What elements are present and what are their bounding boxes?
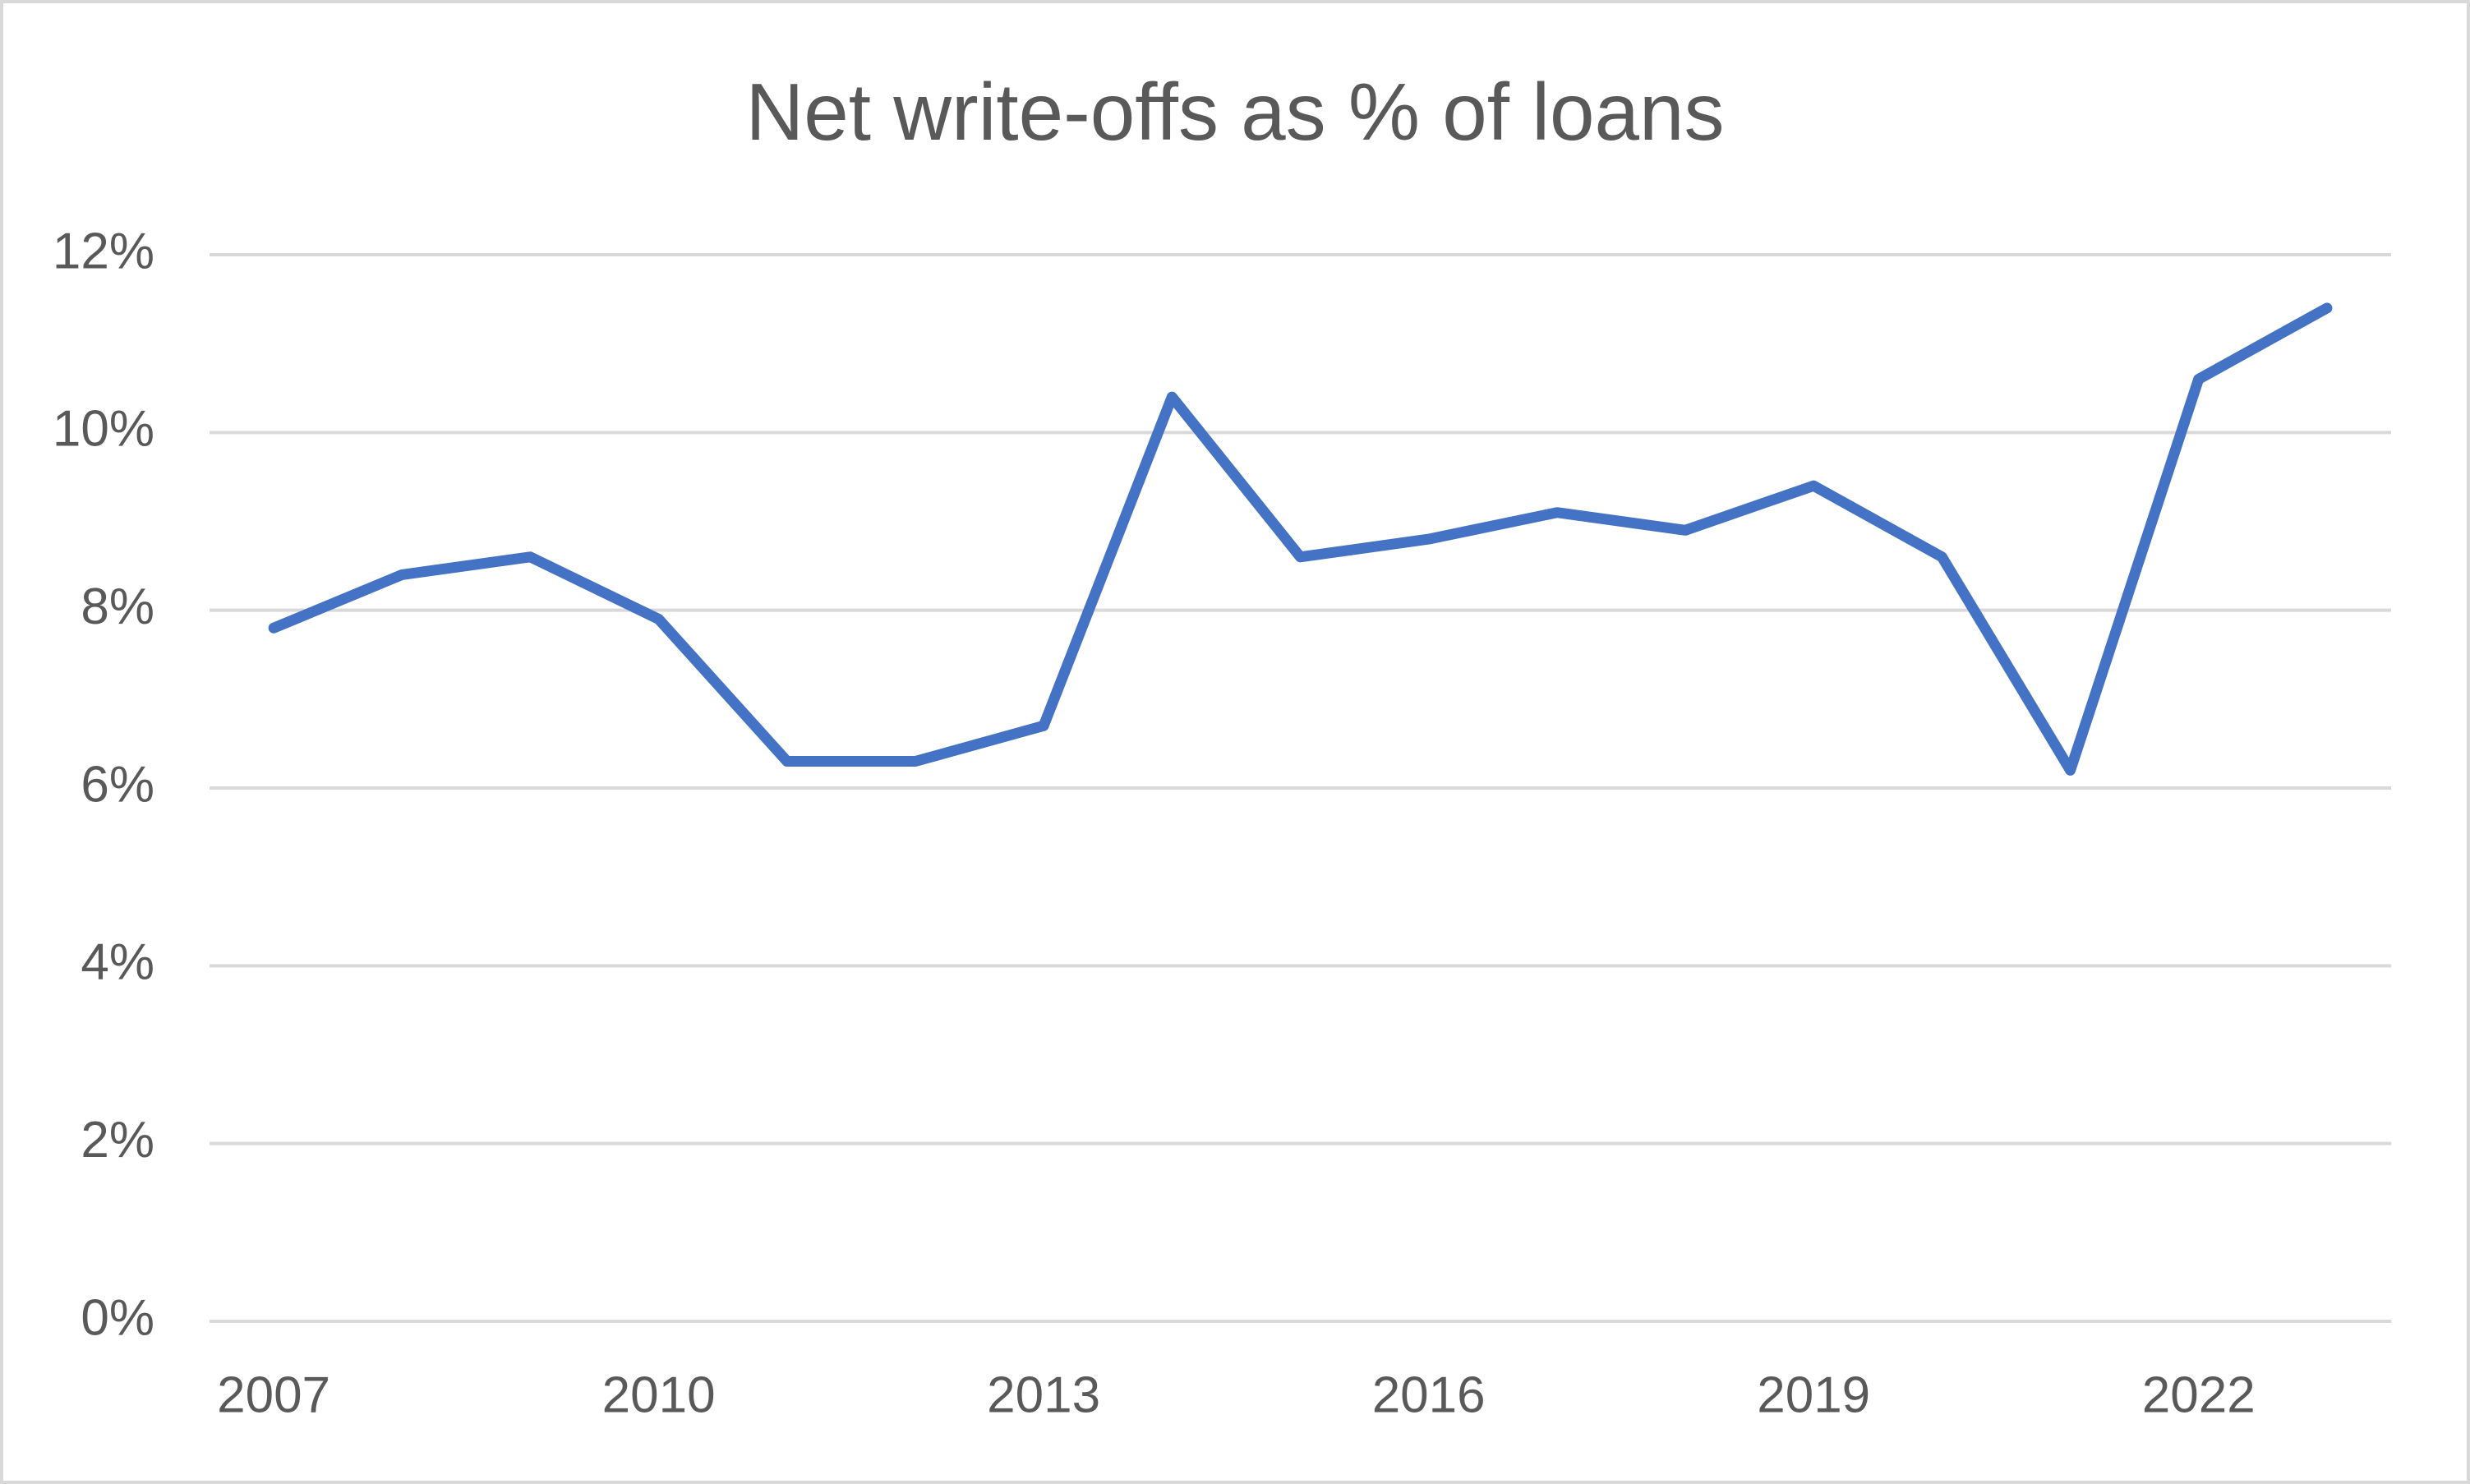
y-tick-label: 10% — [53, 401, 154, 458]
y-tick-label: 0% — [81, 1289, 154, 1346]
x-tick-label: 2016 — [1372, 1366, 1486, 1423]
x-tick-label: 2007 — [217, 1366, 330, 1423]
x-tick-label: 2013 — [987, 1366, 1100, 1423]
x-tick-label: 2019 — [1757, 1366, 1870, 1423]
chart-title: Net write-offs as % of loans — [745, 67, 1724, 157]
x-tick-label: 2010 — [602, 1366, 716, 1423]
y-tick-label: 12% — [53, 223, 154, 279]
y-tick-label: 8% — [81, 578, 154, 635]
y-tick-label: 2% — [81, 1112, 154, 1168]
y-tick-label: 6% — [81, 756, 154, 813]
series-line — [268, 302, 2333, 776]
y-tick-label: 4% — [81, 934, 154, 991]
x-tick-label: 2022 — [2142, 1366, 2256, 1423]
